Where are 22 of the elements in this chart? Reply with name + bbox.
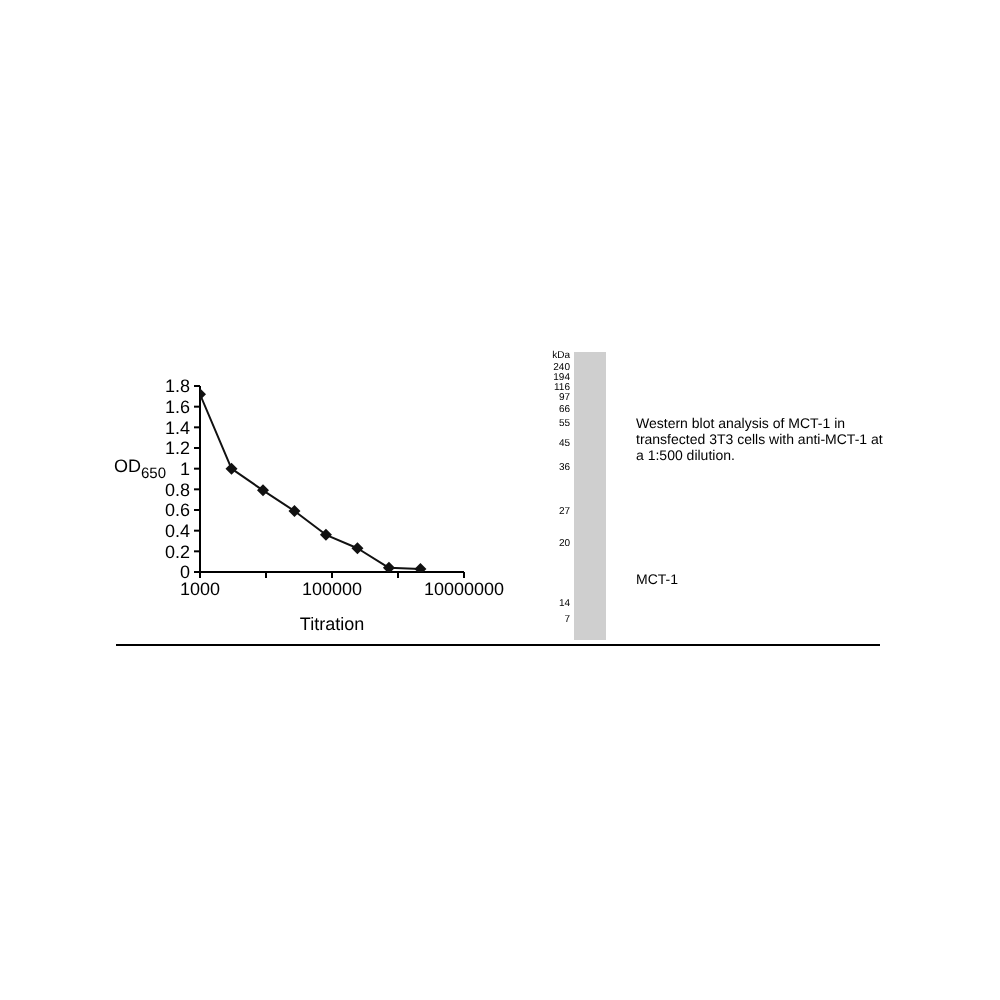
x-tick-label: 10000000 [423, 578, 505, 599]
y-tick-label: 0.8 [164, 479, 190, 500]
y-tick-label: 1.4 [164, 417, 190, 438]
point [319, 528, 332, 541]
y-axis-title: OD$_{650}$ [114, 456, 167, 482]
y-tick-label: 1.8 [164, 376, 190, 397]
point [256, 484, 269, 497]
y-tick-label: 0.2 [164, 541, 190, 562]
x-tick-label: 1000 [179, 578, 221, 599]
y-tick-label: 1.2 [164, 438, 190, 459]
x-axis-title: Titration [299, 614, 365, 634]
y-tick-label: 1.6 [164, 397, 190, 418]
y-tick-label: 0.6 [164, 500, 190, 521]
y-tick-label: 0 [179, 562, 190, 583]
y-tick-label: 1 [179, 459, 190, 480]
point [351, 542, 364, 555]
point [288, 505, 301, 518]
x-tick-label: 100000 [301, 578, 363, 599]
y-tick-label: 0.4 [164, 521, 190, 542]
point [382, 561, 395, 572]
point [225, 462, 238, 475]
point [414, 562, 427, 572]
